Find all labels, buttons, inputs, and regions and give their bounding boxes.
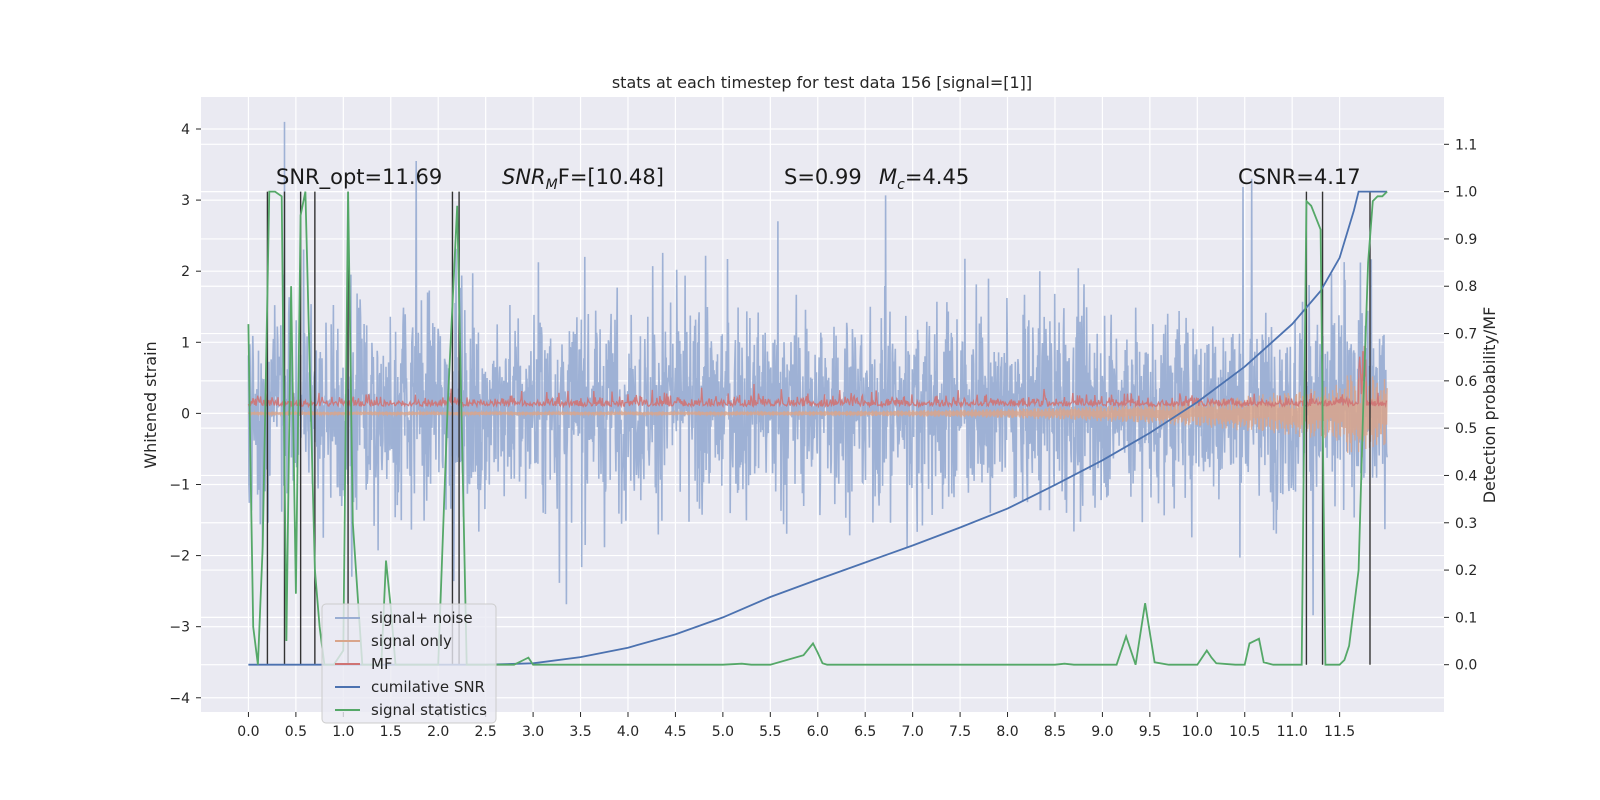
annotation-snr-mf-main: SNR: [502, 165, 546, 189]
x-tick-label: 3.5: [569, 724, 591, 740]
y-tick-label: 3: [181, 193, 190, 209]
annotation-snr-mf: SNRMF=[10.48]: [502, 165, 664, 193]
annotation-mc-main: M: [879, 165, 897, 189]
y2-tick-label: 0.5: [1455, 421, 1477, 437]
x-axis: 0.0 0.5 1.0 1.5 2.0 2.5 3.0 3.5 4.0 4.5 5.0 5.5 6.0 6…: [237, 712, 1355, 740]
x-tick-label: 6.5: [854, 724, 876, 740]
y-axis-left: 4 3 2 1 0 −1 −2 −3 −4: [169, 122, 201, 707]
plot-series: [247, 121, 1388, 666]
y2-tick-label: 0.2: [1455, 563, 1477, 579]
y-tick-label: −3: [169, 620, 190, 636]
y-axis-title: Whitened strain: [141, 341, 160, 468]
x-tick-label: 7.5: [949, 724, 971, 740]
x-tick-label: 2.0: [427, 724, 449, 740]
y-tick-label: −2: [169, 549, 190, 565]
y-axis-right: 1.1 1.0 0.9 0.8 0.7 0.6 0.5 0.4 0.3 0.2 0.1 0.0: [1444, 137, 1477, 674]
annotation-mc-sub: c: [897, 177, 905, 193]
legend-entry: cumilative SNR: [371, 678, 485, 696]
y2-tick-label: 1.0: [1455, 185, 1477, 201]
x-tick-label: 4.0: [617, 724, 639, 740]
annotation-csnr: CSNR=4.17: [1238, 165, 1361, 189]
x-tick-label: 8.0: [996, 724, 1018, 740]
x-tick-label: 1.0: [332, 724, 354, 740]
annotation-snr-mf-sub: M: [546, 177, 558, 193]
x-tick-label: 0.0: [237, 724, 259, 740]
y2-tick-label: 0.9: [1455, 232, 1477, 248]
y2-tick-label: 1.1: [1455, 137, 1477, 153]
x-tick-label: 7.0: [902, 724, 924, 740]
y-tick-label: 2: [181, 264, 190, 280]
x-tick-label: 0.5: [285, 724, 307, 740]
legend-entry: signal statistics: [371, 701, 487, 719]
x-tick-label: 2.5: [475, 724, 497, 740]
y-tick-label: 1: [181, 335, 190, 351]
x-tick-label: 8.5: [1044, 724, 1066, 740]
annotation-snr-opt: SNR_opt=11.69: [276, 165, 442, 190]
series-signal-statistics: [247, 190, 1388, 666]
x-tick-label: 9.0: [1091, 724, 1113, 740]
x-tick-label: 11.5: [1324, 724, 1355, 740]
legend-entry: signal+ noise: [371, 609, 473, 627]
y2-tick-label: 0.1: [1455, 610, 1477, 626]
legend-entry: MF: [371, 655, 393, 673]
x-tick-label: 10.5: [1229, 724, 1260, 740]
x-tick-label: 11.0: [1277, 724, 1308, 740]
x-tick-label: 3.0: [522, 724, 544, 740]
x-tick-label: 4.5: [664, 724, 686, 740]
y2-tick-label: 0.0: [1455, 658, 1477, 674]
y-tick-label: −1: [169, 477, 190, 493]
y2-tick-label: 0.7: [1455, 327, 1477, 343]
legend: signal+ noise signal only MF cumilative SNR…: [321, 603, 497, 724]
y2-tick-label: 0.6: [1455, 374, 1477, 390]
y-tick-label: 0: [181, 406, 190, 422]
series-cumulative-snr: [248, 190, 1388, 666]
y-tick-label: 4: [181, 122, 190, 138]
x-tick-label: 6.0: [807, 724, 829, 740]
annotation-mc: Mc=4.45: [879, 165, 969, 193]
y2-tick-label: 0.8: [1455, 279, 1477, 295]
y2-tick-label: 0.3: [1455, 516, 1477, 532]
x-tick-label: 5.0: [712, 724, 734, 740]
x-tick-label: 9.5: [1139, 724, 1161, 740]
annotation-mc-rest: =4.45: [905, 165, 969, 189]
x-tick-label: 5.5: [759, 724, 781, 740]
series-signal-only: [247, 373, 1388, 458]
x-tick-label: 10.0: [1182, 724, 1213, 740]
annotation-snr-mf-rest: F=[10.48]: [558, 165, 664, 189]
y2-tick-label: 0.4: [1455, 468, 1477, 484]
legend-entry: signal only: [371, 632, 452, 650]
y-tick-label: −4: [169, 691, 190, 707]
y2-axis-title: Detection probability/MF: [1480, 307, 1499, 504]
chart-title: stats at each timestep for test data 156…: [612, 73, 1032, 92]
annotation-s: S=0.99: [784, 165, 862, 189]
x-tick-label: 1.5: [380, 724, 402, 740]
